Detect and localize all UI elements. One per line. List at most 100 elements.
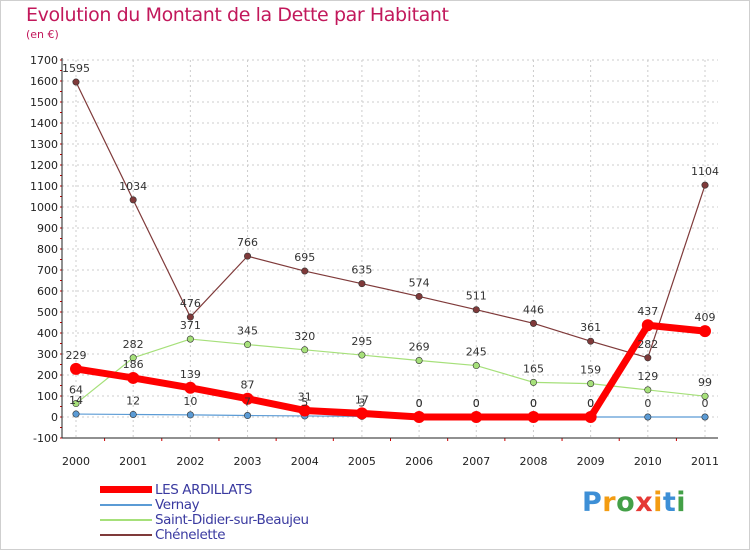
legend-swatch — [100, 519, 152, 521]
y-tick-label: 1200 — [30, 159, 58, 172]
data-point — [244, 412, 252, 420]
data-label: 1595 — [62, 62, 90, 75]
data-point — [470, 411, 483, 423]
legend-label: Chénelette — [155, 527, 226, 543]
y-tick-label: 600 — [37, 285, 58, 298]
data-point — [244, 252, 252, 260]
data-point — [644, 413, 652, 421]
data-point — [413, 411, 426, 423]
proxiti-logo: Proxiti — [582, 487, 686, 518]
x-tick-label: 2003 — [234, 455, 262, 468]
data-label: 295 — [351, 335, 372, 348]
legend-label: Vernay — [155, 497, 200, 513]
data-label: 31 — [298, 390, 312, 403]
data-point — [527, 411, 540, 423]
data-label: 5 — [301, 396, 308, 409]
data-label: 64 — [69, 384, 83, 397]
data-label: 0 — [587, 397, 594, 410]
series-line — [72, 321, 709, 421]
logo-letter: t — [662, 487, 677, 518]
y-tick-label: 1700 — [30, 54, 58, 67]
data-point — [587, 337, 595, 345]
y-tick-label: 500 — [37, 306, 58, 319]
data-point — [701, 181, 709, 189]
data-label: 574 — [409, 276, 430, 289]
data-label: 139 — [180, 368, 201, 381]
data-label: 0 — [587, 397, 594, 410]
data-label: 159 — [580, 364, 601, 377]
data-point — [186, 411, 194, 419]
legend-label: LES ARDILLATS — [155, 482, 253, 498]
data-label: 282 — [637, 338, 658, 351]
y-tick-label: 100 — [37, 390, 58, 403]
data-point — [358, 351, 366, 359]
data-point — [186, 335, 194, 343]
data-point — [644, 386, 652, 394]
data-label: 10 — [183, 395, 197, 408]
data-point — [644, 354, 652, 362]
data-point — [72, 400, 80, 408]
legend-item-saint-didier: Saint-Didier-sur-Beaujeu — [100, 512, 360, 528]
data-label: 635 — [351, 264, 372, 277]
data-label: 99 — [698, 376, 712, 389]
logo-letter: i — [676, 487, 687, 518]
data-label: 0 — [530, 397, 537, 410]
data-label: 229 — [66, 349, 87, 362]
data-point — [127, 371, 140, 384]
data-point — [415, 292, 423, 300]
series-line — [75, 338, 706, 405]
data-label: 371 — [180, 319, 201, 332]
data-point — [529, 319, 537, 327]
legend-label: Saint-Didier-sur-Beaujeu — [155, 512, 309, 528]
data-point — [301, 346, 309, 354]
chart-subtitle: (en €) — [26, 28, 59, 41]
data-label: 0 — [473, 397, 480, 410]
series-line — [75, 81, 706, 359]
data-label: 511 — [466, 290, 487, 303]
y-tick-label: 900 — [37, 222, 58, 235]
data-label: 361 — [580, 321, 601, 334]
data-label: 129 — [637, 370, 658, 383]
data-point — [641, 319, 654, 332]
data-label: 0 — [702, 397, 709, 410]
legend-swatch — [100, 534, 152, 536]
data-label: 0 — [416, 397, 423, 410]
data-point — [72, 78, 80, 86]
data-point — [415, 357, 423, 365]
y-tick-label: 1400 — [30, 117, 58, 130]
data-point — [72, 410, 80, 418]
y-tick-label: 1000 — [30, 201, 58, 214]
x-tick-label: 2000 — [62, 455, 90, 468]
data-label: 409 — [695, 311, 716, 324]
data-point — [701, 413, 709, 421]
data-label: 12 — [126, 394, 140, 407]
data-point — [472, 362, 480, 370]
data-label: 1034 — [119, 180, 147, 193]
y-tick-label: 1100 — [30, 180, 58, 193]
data-label: 245 — [466, 346, 487, 359]
data-point — [129, 354, 137, 362]
legend-item-les-ardillats: LES ARDILLATS — [100, 482, 360, 498]
y-tick-label: 200 — [37, 369, 58, 382]
data-point — [701, 392, 709, 400]
data-label: 320 — [294, 330, 315, 343]
x-tick-label: 2001 — [119, 455, 147, 468]
logo-letter: o — [616, 487, 636, 518]
data-label: 17 — [355, 393, 369, 406]
y-tick-label: 1600 — [30, 75, 58, 88]
data-label: 1104 — [691, 165, 719, 178]
data-point — [241, 392, 254, 405]
y-tick-label: 0 — [51, 411, 58, 424]
y-tick-label: 1300 — [30, 138, 58, 151]
data-label: 476 — [180, 297, 201, 310]
data-point — [529, 378, 537, 386]
data-point — [587, 380, 595, 388]
legend-swatch — [100, 486, 152, 493]
data-point — [129, 196, 137, 204]
data-point — [584, 411, 597, 423]
data-point — [186, 313, 194, 321]
x-tick-label: 2002 — [176, 455, 204, 468]
data-label: 186 — [123, 358, 144, 371]
legend-swatch — [100, 504, 152, 506]
